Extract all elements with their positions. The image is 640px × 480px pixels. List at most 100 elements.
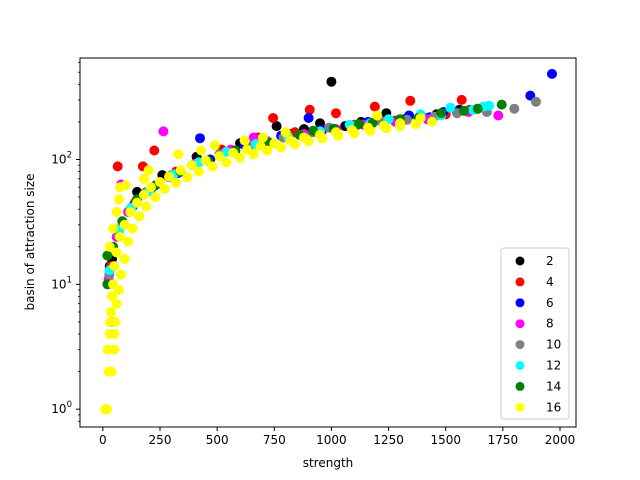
y-tick-base-0: 10 — [51, 402, 66, 416]
point-series-16-56 — [315, 129, 325, 140]
y-tick-exponent-2: 2 — [67, 150, 72, 160]
point-series-16-23 — [134, 211, 145, 222]
point-series-16-42 — [214, 151, 225, 162]
legend-marker-12 — [515, 361, 525, 370]
point-series-16-41 — [235, 152, 245, 163]
point-series-16-75 — [209, 140, 220, 151]
y-tick-label-2: 102 — [51, 150, 72, 166]
point-series-14-0 — [496, 99, 507, 110]
point-series-12-2 — [445, 102, 456, 113]
point-series-8-3 — [493, 110, 504, 121]
point-series-4-2 — [149, 145, 160, 156]
point-series-16-48 — [255, 141, 266, 152]
point-series-4-6 — [405, 95, 416, 106]
point-series-16-34 — [164, 171, 175, 182]
point-series-16-9 — [110, 316, 121, 327]
y-tick-exponent-1: 1 — [67, 275, 72, 285]
legend-label-4: 4 — [546, 275, 554, 289]
point-series-16-17 — [119, 253, 130, 264]
point-series-16-64 — [379, 120, 389, 131]
point-series-16-52 — [285, 135, 296, 146]
point-series-16-37 — [207, 161, 218, 172]
point-series-16-39 — [221, 157, 232, 168]
point-series-6-0 — [547, 68, 557, 79]
point-series-16-31 — [171, 177, 181, 188]
point-series-12-1 — [484, 100, 495, 111]
point-series-16-14 — [108, 279, 119, 290]
point-series-16-77 — [257, 132, 268, 143]
point-series-16-46 — [241, 144, 252, 155]
point-series-16-72 — [143, 165, 154, 176]
x-tick-label-6: 1500 — [430, 433, 461, 447]
point-series-2-0 — [326, 76, 337, 87]
y-tick-base-2: 10 — [51, 152, 66, 166]
point-series-2-1 — [271, 121, 282, 132]
point-series-4-3 — [268, 113, 279, 123]
y-tick-label-1: 101 — [51, 275, 72, 291]
legend-marker-4 — [515, 277, 525, 287]
x-tick-label-2: 500 — [206, 433, 229, 447]
point-series-16-44 — [228, 147, 239, 158]
point-series-16-58 — [331, 127, 341, 138]
point-series-16-54 — [299, 132, 309, 143]
point-series-16-73 — [173, 149, 184, 160]
point-series-16-79 — [372, 110, 383, 121]
point-series-16-22 — [119, 219, 130, 230]
point-series-16-76 — [239, 135, 250, 146]
legend-label-14: 14 — [546, 379, 561, 393]
y-tick-label-0: 100 — [51, 400, 72, 416]
point-series-16-80 — [415, 113, 426, 123]
x-tick-label-5: 1250 — [373, 433, 404, 447]
series-16 — [100, 110, 437, 415]
point-series-16-27 — [150, 192, 161, 203]
point-series-16-60 — [347, 125, 357, 136]
point-series-4-9 — [331, 108, 341, 119]
legend-marker-14 — [515, 381, 525, 391]
point-series-16-28 — [139, 189, 149, 200]
points-layer — [100, 68, 557, 415]
point-series-16-66 — [395, 118, 405, 129]
point-series-4-4 — [304, 104, 315, 115]
point-series-10-0 — [531, 96, 541, 107]
point-series-16-30 — [145, 182, 156, 193]
point-series-16-78 — [280, 127, 291, 138]
point-series-16-38 — [187, 160, 197, 171]
point-series-16-62 — [363, 122, 373, 133]
legend-marker-16 — [515, 402, 525, 412]
point-series-14-4 — [353, 119, 364, 130]
point-series-16-19 — [123, 236, 133, 247]
point-series-16-1 — [102, 404, 112, 415]
point-series-16-16 — [109, 261, 120, 272]
point-series-16-71 — [139, 173, 149, 184]
point-series-16-40 — [200, 155, 211, 166]
point-series-6-3 — [303, 113, 314, 123]
point-series-16-81 — [115, 182, 125, 193]
legend-marker-8 — [515, 319, 525, 329]
point-series-16-67 — [427, 116, 437, 127]
point-series-16-68 — [111, 207, 122, 217]
x-tick-label-7: 1750 — [488, 433, 519, 447]
point-series-16-12 — [107, 291, 117, 302]
point-series-16-32 — [155, 177, 165, 187]
point-series-16-18 — [111, 247, 122, 258]
point-series-16-10 — [105, 307, 116, 317]
legend-marker-2 — [515, 256, 525, 266]
point-series-16-50 — [269, 138, 280, 149]
point-series-10-1 — [509, 103, 520, 114]
y-tick-base-1: 10 — [51, 277, 66, 291]
x-tick-label-3: 750 — [263, 433, 286, 447]
legend-box — [500, 247, 570, 420]
point-series-16-21 — [127, 223, 138, 234]
point-series-16-36 — [175, 165, 186, 176]
point-series-16-15 — [116, 269, 127, 280]
point-series-16-3 — [106, 366, 117, 377]
point-series-14-2 — [436, 108, 447, 119]
point-series-14-6 — [102, 250, 113, 261]
point-series-14-21 — [459, 105, 469, 116]
legend-label-6: 6 — [546, 296, 554, 310]
y-tick-exponent-0: 0 — [67, 400, 72, 410]
y-axis-label: basin of attraction size — [23, 173, 37, 310]
point-series-4-0 — [112, 161, 123, 172]
legend-marker-6 — [515, 298, 525, 308]
